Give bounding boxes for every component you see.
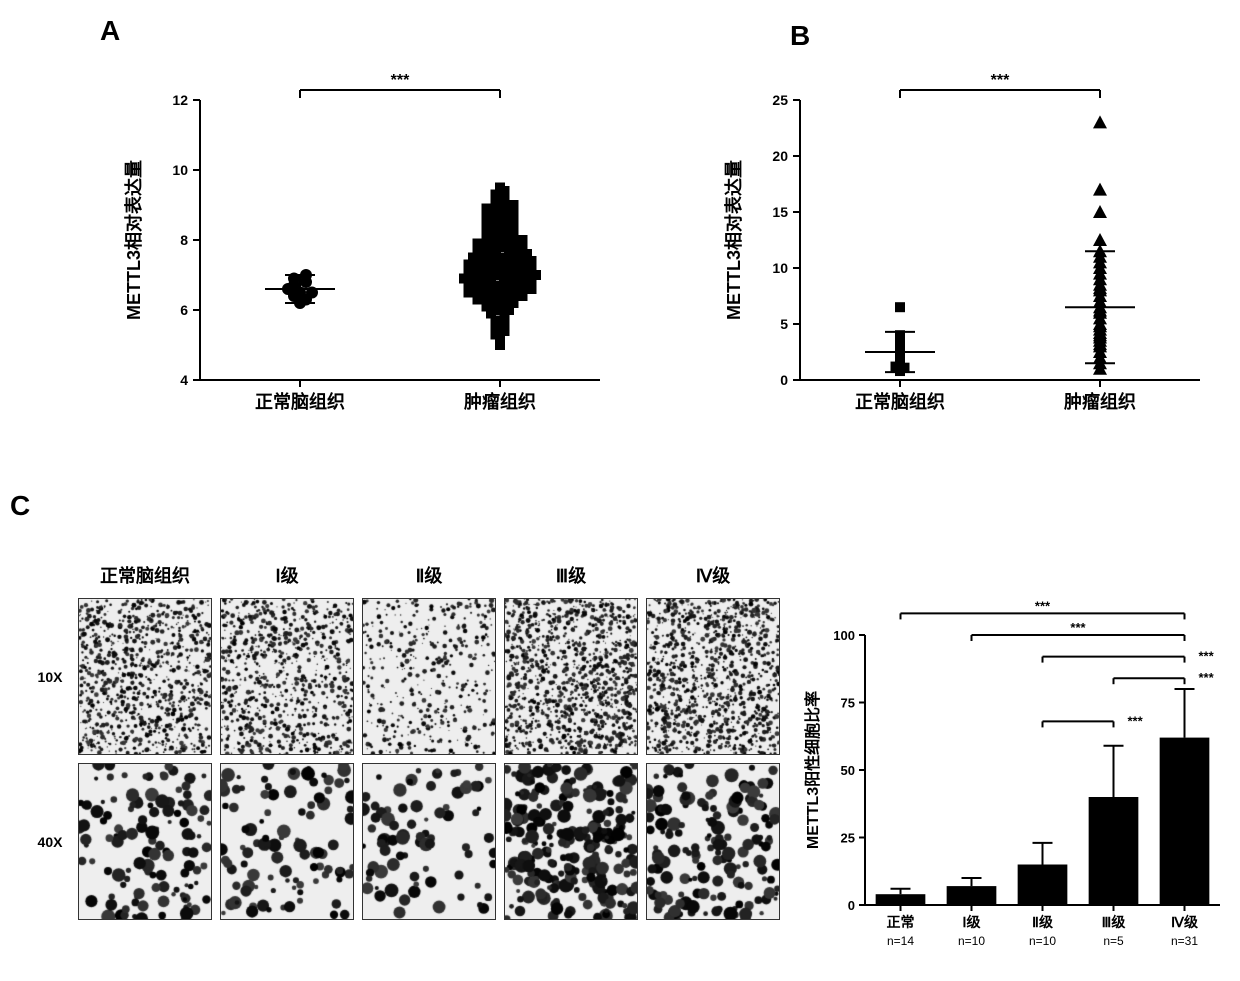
svg-text:100: 100 (833, 628, 855, 643)
svg-text:Ⅰ级: Ⅰ级 (962, 914, 981, 930)
svg-text:25: 25 (841, 831, 855, 846)
svg-text:***: *** (1070, 620, 1086, 635)
histology-grade3-40x (504, 763, 638, 920)
panel-b-label: B (790, 20, 810, 52)
svg-text:n=10: n=10 (1029, 934, 1056, 948)
svg-text:***: *** (991, 72, 1010, 89)
histology-col-2: Ⅱ级 (362, 560, 496, 590)
svg-text:8: 8 (180, 232, 188, 248)
panel-c-histology-grid: 正常脑组织 Ⅰ级 Ⅱ级 Ⅲ级 Ⅳ级 10X 40X (30, 560, 780, 920)
histology-col-0: 正常脑组织 (78, 560, 212, 590)
svg-text:75: 75 (841, 696, 855, 711)
svg-text:Ⅳ级: Ⅳ级 (1171, 914, 1199, 930)
svg-text:5: 5 (780, 316, 788, 332)
svg-text:0: 0 (848, 898, 855, 913)
svg-text:n=10: n=10 (958, 934, 985, 948)
histology-grade2-40x (362, 763, 496, 920)
svg-text:Ⅱ级: Ⅱ级 (1032, 914, 1054, 930)
histology-grade2-10x (362, 598, 496, 755)
svg-text:n=5: n=5 (1103, 934, 1124, 948)
svg-text:肿瘤组织: 肿瘤组织 (1064, 391, 1136, 412)
svg-text:50: 50 (841, 763, 855, 778)
panel-a-label: A (100, 15, 120, 47)
histology-normal-40x (78, 763, 212, 920)
panel-c-label: C (10, 490, 30, 522)
svg-text:n=14: n=14 (887, 934, 914, 948)
svg-text:25: 25 (772, 92, 788, 108)
svg-text:0: 0 (780, 372, 788, 388)
magnification-10x: 10X (30, 598, 70, 755)
histology-col-4: Ⅳ级 (646, 560, 780, 590)
svg-text:***: *** (1035, 598, 1051, 613)
histology-grade3-10x (504, 598, 638, 755)
svg-text:METTL3阳性细胞比率: METTL3阳性细胞比率 (803, 691, 822, 849)
panel-b-chart: 0 5 10 15 20 25 METTL3相对表达量正常脑组织 肿瘤组织 *** (720, 50, 1220, 445)
histology-normal-10x (78, 598, 212, 755)
histology-grade4-10x (646, 598, 780, 755)
svg-text:n=31: n=31 (1171, 934, 1198, 948)
histology-col-3: Ⅲ级 (504, 560, 638, 590)
svg-text:***: *** (1199, 670, 1215, 685)
svg-text:METTL3相对表达量: METTL3相对表达量 (723, 160, 744, 320)
histology-grade4-40x (646, 763, 780, 920)
svg-text:正常: 正常 (887, 914, 915, 930)
histology-col-1: Ⅰ级 (220, 560, 354, 590)
svg-text:4: 4 (180, 372, 188, 388)
svg-text:6: 6 (180, 302, 188, 318)
panel-c-barchart: 0 25 50 75 100 METTL3阳性细胞比率正常 n=14 Ⅰ级 n=10 Ⅱ级 n=10… (800, 545, 1230, 970)
svg-text:***: *** (391, 72, 410, 89)
svg-text:Ⅲ级: Ⅲ级 (1102, 914, 1127, 930)
svg-text:肿瘤组织: 肿瘤组织 (464, 391, 536, 412)
svg-text:15: 15 (772, 204, 788, 220)
svg-text:10: 10 (772, 260, 788, 276)
svg-text:正常脑组织: 正常脑组织 (855, 391, 945, 412)
histology-grade1-40x (220, 763, 354, 920)
svg-text:20: 20 (772, 148, 788, 164)
histology-grade1-10x (220, 598, 354, 755)
svg-text:***: *** (1199, 649, 1215, 664)
magnification-40x: 40X (30, 763, 70, 920)
svg-text:***: *** (1128, 713, 1144, 728)
panel-a-chart: 4 6 8 10 12 METTL3相对表达量正常脑组织 肿瘤组织 *** (120, 50, 620, 445)
svg-text:正常脑组织: 正常脑组织 (255, 391, 345, 412)
svg-text:12: 12 (172, 92, 188, 108)
svg-text:METTL3相对表达量: METTL3相对表达量 (123, 160, 144, 320)
svg-text:10: 10 (172, 162, 188, 178)
